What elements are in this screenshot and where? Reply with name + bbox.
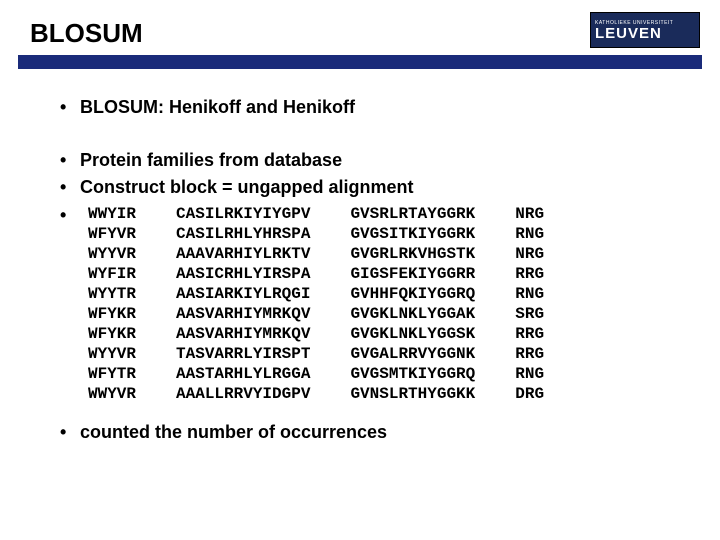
seq-col-1: WWYIR WFYVR WYYVR WYFIR WYYTR WFYKR WFYK…	[88, 204, 136, 404]
bullet-4: counted the number of occurrences	[50, 422, 670, 443]
seq-col-4: NRG RNG NRG RRG RNG SRG RRG RRG RNG DRG	[515, 204, 544, 404]
bullet-2: Protein families from database	[50, 150, 670, 171]
seq-col-3: GVSRLRTAYGGRK GVGSITKIYGGRK GVGRLRKVHGST…	[350, 204, 475, 404]
header-rule	[18, 55, 702, 69]
logo-main-text: LEUVEN	[595, 26, 699, 41]
sequence-block: WWYIR WFYVR WYYVR WYFIR WYYTR WFYKR WFYK…	[50, 204, 670, 404]
seq-col-2: CASILRKIYIYGPV CASILRHLYHRSPA AAAVARHIYL…	[176, 204, 310, 404]
bullet-1: BLOSUM: Henikoff and Henikoff	[50, 97, 670, 118]
leuven-logo: KATHOLIEKE UNIVERSITEIT LEUVEN	[590, 12, 700, 48]
bullet-3: Construct block = ungapped alignment	[50, 177, 670, 198]
